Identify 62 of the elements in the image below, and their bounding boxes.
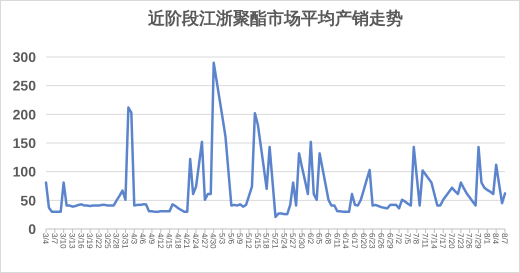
x-tick-label: 7/14	[429, 233, 438, 250]
x-tick-label: 4/30	[208, 233, 218, 250]
x-tick-label: 6/17	[350, 233, 359, 250]
x-tick-label: 7/11	[420, 233, 430, 249]
y-tick-label: 200	[12, 106, 36, 122]
x-tick-label: 3/16	[76, 233, 86, 250]
x-tick-label: 7/17	[438, 233, 448, 250]
x-tick-label: 4/18	[173, 233, 182, 250]
x-tick-label: 4/9	[146, 233, 156, 245]
x-tick-label: 4/3	[129, 233, 138, 245]
x-tick-label: 8/1	[482, 233, 492, 245]
x-tick-label: 3/19	[85, 233, 94, 250]
x-tick-label: 6/26	[376, 233, 386, 250]
x-tick-label: 5/9	[235, 233, 244, 245]
x-tick-label: 5/12	[244, 233, 254, 250]
y-tick-label: 100	[12, 164, 36, 180]
x-tick-label: 3/31	[120, 233, 130, 250]
x-tick-label: 5/18	[262, 233, 271, 250]
x-tick-label: 3/4	[41, 233, 50, 245]
x-tick-label: 6/2	[306, 233, 315, 245]
y-tick-label: 0	[28, 221, 36, 237]
x-tick-label: 4/15	[164, 233, 174, 250]
x-tick-label: 8/7	[500, 233, 509, 245]
x-tick-label: 6/14	[341, 233, 350, 250]
x-tick-label: 4/21	[182, 233, 192, 250]
x-tick-label: 7/2	[394, 233, 404, 245]
x-tick-label: 6/8	[323, 233, 332, 245]
x-tick-label: 7/20	[447, 233, 456, 250]
x-tick-label: 3/7	[50, 233, 59, 245]
y-tick-label: 50	[20, 192, 36, 208]
x-tick-label: 7/8	[412, 233, 421, 245]
x-tick-label: 3/22	[94, 233, 103, 250]
chart-title: 近阶段江浙聚酯市场平均产销走势	[147, 9, 403, 29]
y-tick-label: 300	[12, 49, 36, 65]
x-tick-label: 6/11	[332, 233, 342, 249]
x-tick-label: 5/21	[270, 233, 280, 250]
x-tick-label: 6/23	[368, 233, 377, 250]
x-tick-label: 3/28	[112, 233, 121, 250]
x-tick-label: 7/5	[402, 233, 412, 245]
x-tick-label: 5/30	[296, 233, 306, 250]
x-tick-label: 5/3	[218, 233, 227, 245]
x-tick-label: 5/24	[279, 233, 288, 250]
x-tick-label: 7/26	[464, 233, 474, 250]
x-tick-label: 6/29	[385, 233, 394, 250]
x-tick-label: 5/27	[288, 233, 298, 250]
x-tick-label: 8/4	[491, 233, 500, 245]
x-tick-label: 3/10	[58, 233, 68, 250]
y-tick-label: 250	[12, 78, 36, 94]
x-tick-label: 5/15	[252, 233, 262, 250]
x-tick-label: 4/24	[191, 233, 200, 250]
x-tick-label: 5/6	[226, 233, 236, 245]
x-tick-label: 6/5	[314, 233, 324, 245]
x-tick-label: 4/6	[138, 233, 148, 245]
x-tick-label: 7/23	[456, 233, 465, 250]
x-tick-label: 7/29	[474, 233, 483, 250]
x-tick-label: 3/25	[102, 233, 112, 250]
line-series	[44, 61, 506, 218]
x-tick-label: 4/27	[200, 233, 209, 250]
x-tick-label: 3/13	[67, 233, 76, 250]
y-tick-label: 150	[12, 135, 36, 151]
x-tick-label: 4/12	[156, 233, 165, 250]
x-tick-label: 6/20	[358, 233, 368, 250]
